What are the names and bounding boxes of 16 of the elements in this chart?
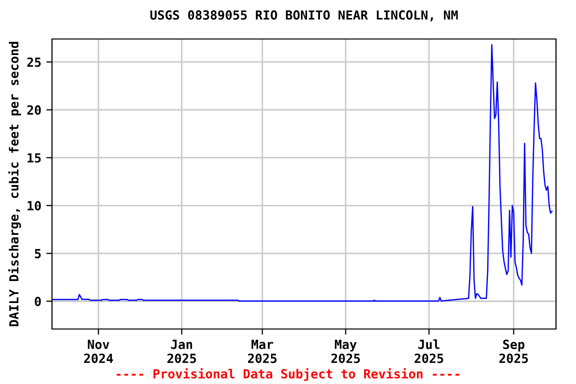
chart-title: USGS 08389055 RIO BONITO NEAR LINCOLN, NM: [150, 10, 458, 22]
x-tick-label: Mar 2025: [248, 340, 277, 364]
y-tick-label: 0: [34, 296, 41, 306]
x-tick-label: Nov 2024: [84, 340, 113, 364]
x-tick-label: Sep 2025: [499, 340, 528, 364]
x-tick-label: Jul 2025: [414, 339, 444, 364]
y-tick-label: 25: [27, 57, 41, 67]
y-tick-label: 10: [28, 201, 41, 210]
y-tick-label: 15: [28, 153, 41, 163]
y-tick-label: 5: [34, 249, 41, 258]
x-tick-label: May 2025: [331, 340, 360, 364]
x-tick-label: Jan 2025: [167, 340, 196, 364]
text: ---- Provisional Data Subject to Revision ----: [116, 368, 460, 381]
line-series: [52, 44, 553, 302]
y-axis-title: DAILY Discharge, cubic feet per second: [8, 42, 21, 326]
y-tick-label: 20: [27, 105, 41, 115]
